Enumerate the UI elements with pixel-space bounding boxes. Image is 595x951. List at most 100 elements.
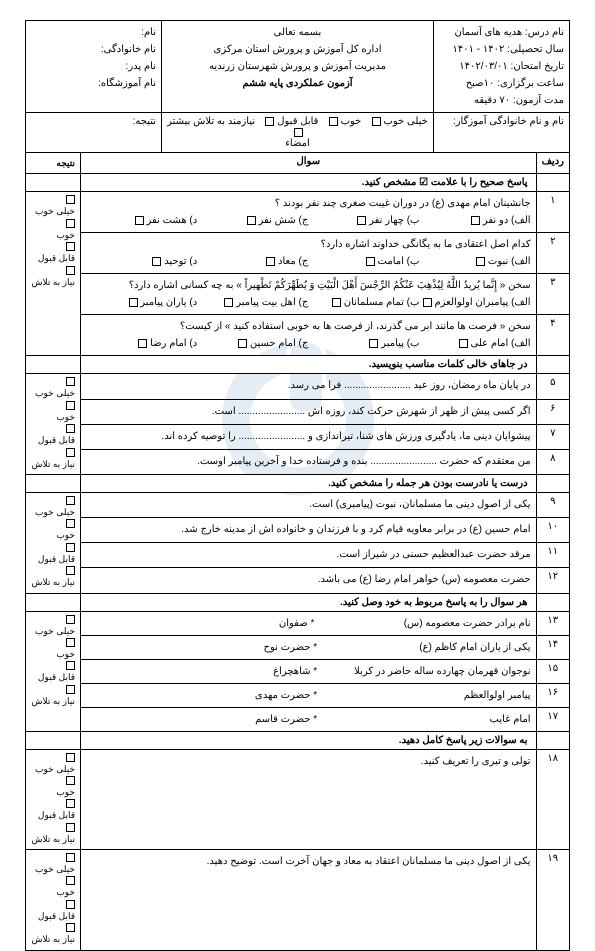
checkbox-icon[interactable] bbox=[247, 216, 256, 225]
checkbox-icon[interactable] bbox=[238, 339, 247, 348]
rating-d: نیاز به تلاش bbox=[31, 694, 75, 708]
q11-num: ۱۱ bbox=[536, 543, 569, 568]
col-header-result: نتیجه bbox=[26, 153, 81, 174]
besmele: بسمه تعالی bbox=[274, 27, 322, 38]
rating-d: نیاز به تلاش bbox=[31, 457, 75, 471]
checkbox-icon[interactable] bbox=[369, 339, 378, 348]
q19-text: یکی از اصول دینی ما مسلمانان اعتقاد به م… bbox=[86, 853, 531, 870]
writing-space[interactable] bbox=[86, 870, 531, 912]
checkbox-icon[interactable] bbox=[66, 519, 75, 528]
result-label: نتیجه: bbox=[133, 116, 156, 127]
checkbox-icon[interactable] bbox=[332, 298, 341, 307]
checkbox-icon[interactable] bbox=[423, 298, 432, 307]
col-header-question: سوال bbox=[81, 153, 537, 174]
checkbox-icon[interactable] bbox=[66, 661, 75, 670]
checkbox-icon[interactable] bbox=[66, 776, 75, 785]
q4-num: ۴ bbox=[536, 315, 569, 356]
q4-cell: سخن « فرصت ها مانند ابر می گذرند، از فرص… bbox=[81, 315, 537, 356]
q9-text: یکی از اصول دینی ما مسلمانان، نبوت (پیام… bbox=[81, 492, 537, 517]
dur-value: ۷۰ دقیقه bbox=[474, 95, 510, 106]
q4-opt-d: د) امام رضا bbox=[150, 338, 197, 349]
rating-a: خیلی خوب bbox=[31, 762, 75, 776]
checkbox-icon[interactable] bbox=[66, 566, 75, 575]
q14-num: ۱۴ bbox=[536, 635, 569, 659]
rating-c: قابل قبول bbox=[31, 552, 75, 566]
checkbox-icon[interactable] bbox=[66, 448, 75, 457]
checkbox-icon[interactable] bbox=[66, 753, 75, 762]
q8-num: ۸ bbox=[536, 449, 569, 474]
checkbox-icon[interactable] bbox=[459, 339, 468, 348]
dur-label: مدت آزمون: bbox=[513, 95, 564, 106]
q1-cell: جانشینان امام مهدی (ع) در دوران غیبت صغر… bbox=[81, 192, 537, 233]
q7-text: پیشوایان دینی ما، یادگیری ورزش های شنا، … bbox=[81, 424, 537, 449]
q3-opt-a: الف) پیامبران اولوالعزم bbox=[434, 297, 530, 308]
checkbox-icon[interactable] bbox=[135, 216, 144, 225]
checkbox-icon[interactable] bbox=[66, 401, 75, 410]
header-table: نام درس: هدیه های آسمان سال تحصیلی: ۱۴۰۲… bbox=[25, 20, 570, 153]
checkbox-icon[interactable] bbox=[66, 638, 75, 647]
writing-space[interactable] bbox=[86, 770, 531, 812]
checkbox-icon[interactable] bbox=[66, 424, 75, 433]
checkbox-icon[interactable] bbox=[329, 117, 338, 126]
section-1-header: پاسخ صحیح را با علامت ☑ مشخص کنید. bbox=[81, 174, 537, 192]
rating-a: خیلی خوب bbox=[31, 862, 75, 876]
checkbox-icon[interactable] bbox=[66, 266, 75, 275]
q6-num: ۶ bbox=[536, 399, 569, 424]
rating-block-1: خیلی خوب خوب قابل قبول نیاز به تلاش bbox=[26, 192, 81, 356]
q13-num: ۱۳ bbox=[536, 611, 569, 635]
q14-left: یکی از یاران امام کاظم (ع) bbox=[317, 639, 530, 656]
rating-d: نیاز به تلاش bbox=[31, 832, 75, 846]
section-3-header: درست یا نادرست بودن هر جمله را مشخص کنید… bbox=[81, 474, 537, 492]
q5-text: در پایان ماه رمضان، روز عید ............… bbox=[81, 374, 537, 399]
checkbox-icon[interactable] bbox=[66, 799, 75, 808]
checkbox-icon[interactable] bbox=[266, 257, 275, 266]
checkbox-icon[interactable] bbox=[66, 219, 75, 228]
checkbox-icon[interactable] bbox=[66, 543, 75, 552]
rating-b: خوب bbox=[31, 228, 75, 242]
checkbox-icon[interactable] bbox=[66, 900, 75, 909]
checkbox-icon[interactable] bbox=[152, 257, 161, 266]
q11-text: مرقد حضرت عبدالعظیم حسنی در شیراز است. bbox=[81, 543, 537, 568]
checkbox-icon[interactable] bbox=[372, 117, 381, 126]
checkbox-icon[interactable] bbox=[294, 128, 303, 137]
q3-text: سخن « إِنَّما يُريدُ اللَّهُ لِيُذْهِبَ … bbox=[86, 277, 531, 294]
rating-c: قابل قبول bbox=[31, 670, 75, 684]
q16-num: ۱۶ bbox=[536, 683, 569, 707]
checkbox-icon[interactable] bbox=[366, 257, 375, 266]
checkbox-icon[interactable] bbox=[66, 876, 75, 885]
checkbox-icon[interactable] bbox=[66, 853, 75, 862]
section-2-header: در جاهای خالی کلمات مناسب بنویسید. bbox=[81, 356, 537, 374]
q2-text: کدام اصل اعتقادی ما به یگانگی خداوند اشا… bbox=[86, 236, 531, 253]
r3: قابل قبول bbox=[277, 116, 318, 127]
rating-c: قابل قبول bbox=[31, 251, 75, 265]
checkbox-icon[interactable] bbox=[224, 298, 233, 307]
checkbox-icon[interactable] bbox=[66, 823, 75, 832]
checkbox-icon[interactable] bbox=[129, 298, 138, 307]
rating-block-3: خیلی خوب خوب قابل قبول نیاز به تلاش bbox=[26, 492, 81, 593]
result-label-cell: نتیجه: bbox=[26, 113, 162, 153]
checkbox-icon[interactable] bbox=[471, 216, 480, 225]
q8-text: من معتقدم که حضرت ......................… bbox=[81, 449, 537, 474]
checkbox-icon[interactable] bbox=[357, 216, 366, 225]
org1: اداره کل آموزش و پرورش استان مرکزی bbox=[214, 44, 382, 55]
checkbox-icon[interactable] bbox=[265, 117, 274, 126]
q15-right: * شاهچراغ bbox=[104, 663, 317, 680]
header-right-cell: نام درس: هدیه های آسمان سال تحصیلی: ۱۴۰۲… bbox=[434, 21, 570, 113]
checkbox-icon[interactable] bbox=[66, 496, 75, 505]
checkbox-icon[interactable] bbox=[66, 377, 75, 386]
checkbox-icon[interactable] bbox=[66, 242, 75, 251]
checkbox-icon[interactable] bbox=[66, 923, 75, 932]
checkbox-icon[interactable] bbox=[66, 615, 75, 624]
rating-block-6: خیلی خوب خوب قابل قبول نیاز به تلاش bbox=[26, 850, 81, 951]
q12-text: حضرت معصومه (س) خواهر امام رضا (ع) می با… bbox=[81, 568, 537, 593]
q1-opt-c: ج) شش نفر bbox=[258, 215, 308, 226]
q2-num: ۲ bbox=[536, 233, 569, 274]
checkbox-icon[interactable] bbox=[66, 685, 75, 694]
q1-opt-d: د) هشت نفر bbox=[146, 215, 197, 226]
checkbox-icon[interactable] bbox=[66, 195, 75, 204]
q2-opt-b: ب) امامت bbox=[378, 256, 420, 267]
rating-d: نیاز به تلاش bbox=[31, 932, 75, 946]
q4-opt-b: ب) پیامبر bbox=[381, 338, 419, 349]
checkbox-icon[interactable] bbox=[476, 257, 485, 266]
checkbox-icon[interactable] bbox=[138, 339, 147, 348]
